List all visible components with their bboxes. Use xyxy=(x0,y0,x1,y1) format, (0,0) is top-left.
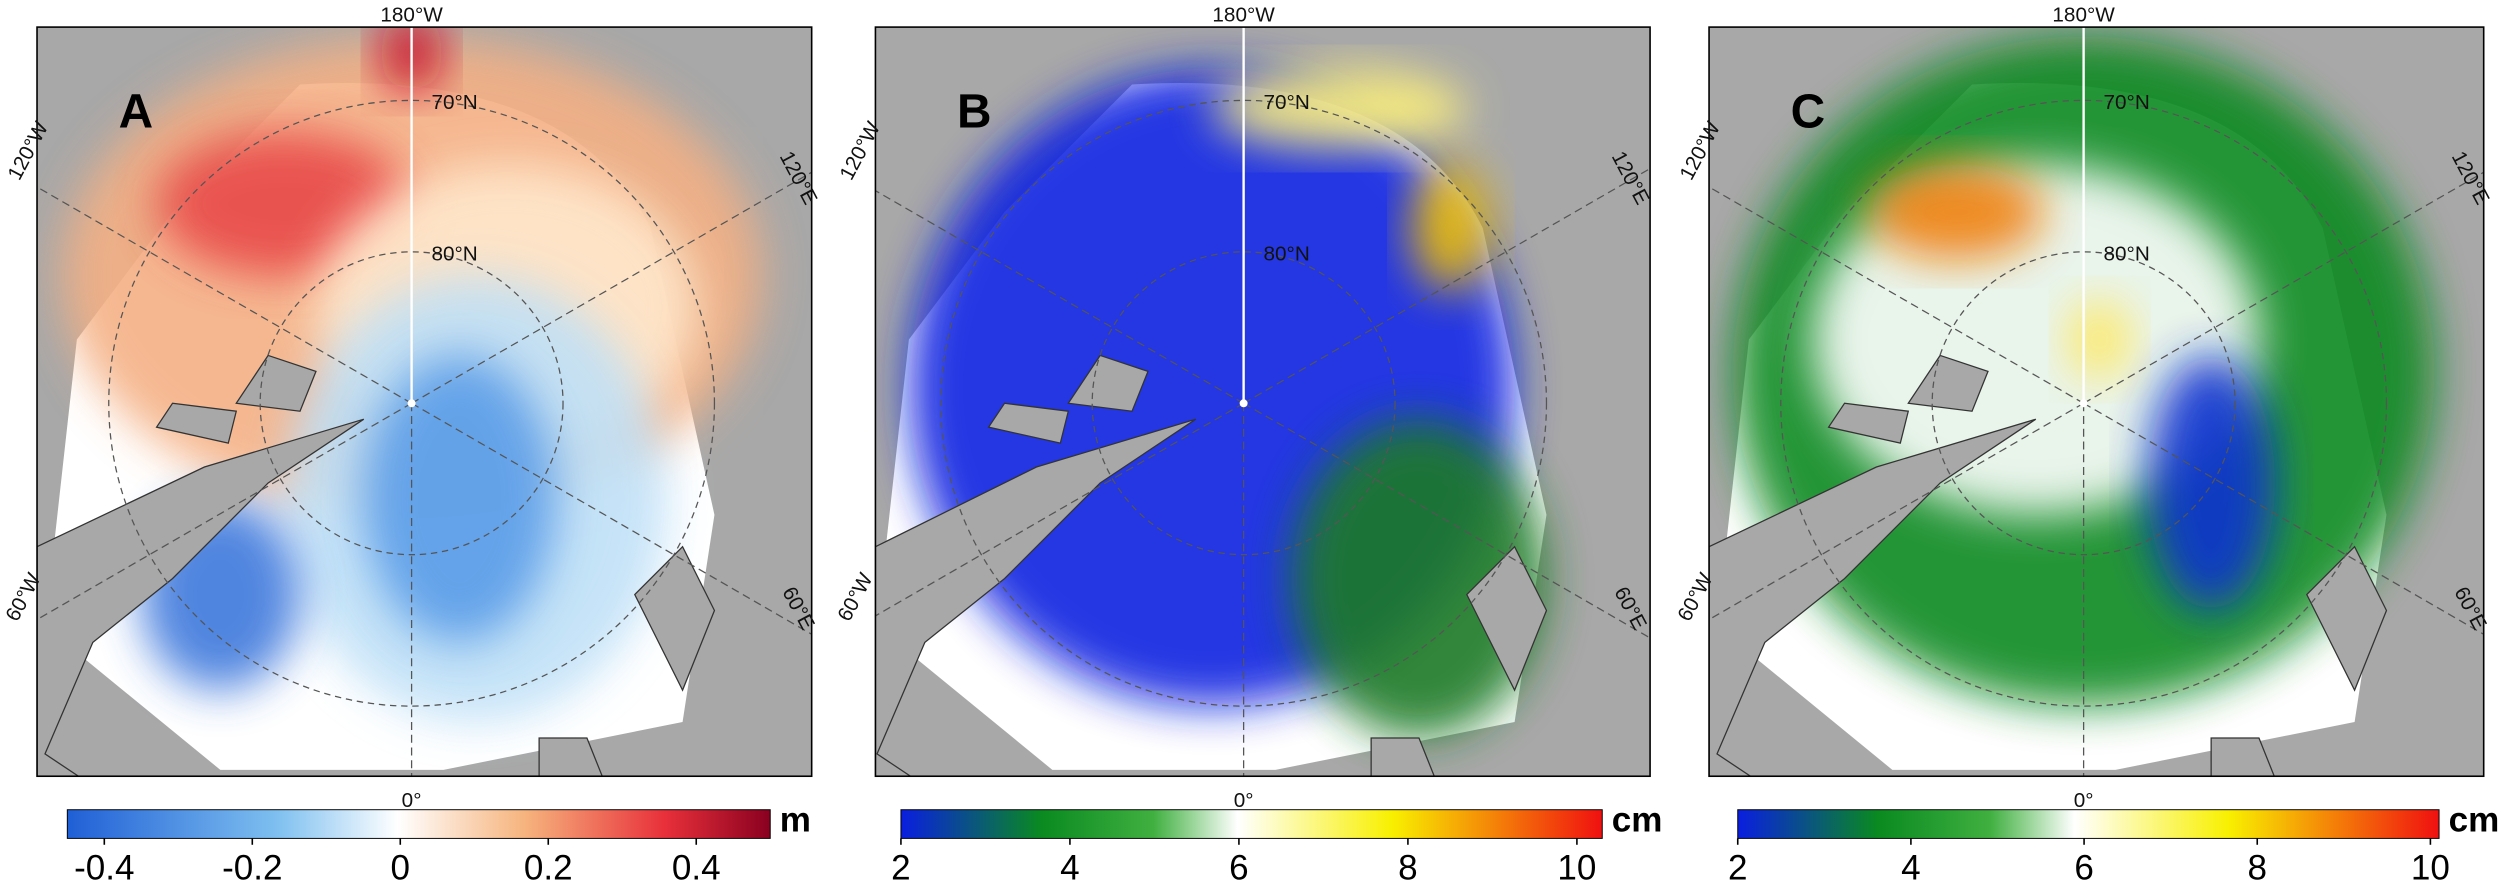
meridian xyxy=(411,171,812,404)
graticule-label: 70°N xyxy=(2104,91,2150,114)
meridian xyxy=(1709,186,2084,404)
greenland xyxy=(37,418,365,777)
graticule-label: 180°W xyxy=(1212,3,1275,26)
graticule-label: 60°W xyxy=(833,569,877,625)
colorbar-tick-label: 4 xyxy=(1901,849,1921,888)
map xyxy=(1709,27,2484,777)
field xyxy=(1291,419,1547,738)
graticule-label: 70°N xyxy=(1264,91,1310,114)
colorbar-unit: m xyxy=(780,801,811,840)
field xyxy=(2147,355,2275,611)
field xyxy=(1211,68,1467,149)
colorbar-tick-label: -0.2 xyxy=(222,849,282,888)
map xyxy=(37,27,812,777)
frame xyxy=(36,26,813,778)
greenland xyxy=(875,418,1197,777)
graticule-label: 0° xyxy=(2074,789,2094,812)
pole xyxy=(1239,399,1248,408)
graticule-label: 0° xyxy=(402,789,422,812)
colorbar-unit: cm xyxy=(2449,801,2500,840)
colorbar-tick-label: 10 xyxy=(2411,849,2450,888)
lat-circle xyxy=(259,251,564,556)
colorbar-tick-label: 8 xyxy=(2247,849,2267,888)
field xyxy=(1868,164,2044,260)
lat-circle xyxy=(1780,99,2388,707)
pole xyxy=(407,399,416,408)
colorbar-tick-label: 0 xyxy=(391,849,410,888)
greenland xyxy=(1709,418,2037,777)
frame xyxy=(1708,26,2485,778)
graticule-label: 80°N xyxy=(2104,242,2150,265)
graticule-label: 0° xyxy=(1234,789,1254,812)
panel-label: C xyxy=(1791,85,1826,138)
lat-circle xyxy=(108,99,716,707)
meridian xyxy=(2083,171,2484,404)
colorbar-tick-label: 6 xyxy=(1229,849,1249,888)
field xyxy=(2067,299,2132,380)
colorbar xyxy=(1737,809,2440,839)
field xyxy=(363,355,556,643)
colorbar-tick-label: 8 xyxy=(1398,849,1418,888)
graticule-label: 180°W xyxy=(2052,3,2115,26)
lat-circle xyxy=(1931,251,2236,556)
colorbar-tick-label: 2 xyxy=(891,849,911,888)
islands xyxy=(987,354,1548,777)
islands xyxy=(1827,354,2388,777)
graticule-label: 80°N xyxy=(431,242,477,265)
graticule-label: 70°N xyxy=(431,91,477,114)
colorbar-tick-label: 0.2 xyxy=(524,849,573,888)
lat-circle xyxy=(1091,251,1396,556)
meridian xyxy=(2083,402,2484,635)
graticule-label: 180°W xyxy=(380,3,443,26)
frame xyxy=(874,26,1651,778)
panel-label: B xyxy=(957,85,992,138)
meridian xyxy=(37,402,412,621)
pole xyxy=(2079,399,2088,408)
islands xyxy=(155,354,716,777)
colorbar xyxy=(900,809,1603,839)
meridian xyxy=(1709,402,2084,621)
colorbar-unit: cm xyxy=(1612,801,1663,840)
colorbar-tick-label: 10 xyxy=(1557,849,1596,888)
lat-circle xyxy=(940,99,1548,707)
colorbar-tick-label: 0.4 xyxy=(672,849,721,888)
meridian xyxy=(37,186,412,404)
field xyxy=(1410,164,1491,292)
meridian xyxy=(1243,167,1651,404)
meridian xyxy=(1243,402,1651,639)
colorbar-tick-label: -0.4 xyxy=(74,849,134,888)
meridian xyxy=(411,402,812,635)
map xyxy=(875,27,1651,777)
colorbar xyxy=(66,809,771,839)
colorbar-tick-label: 6 xyxy=(2074,849,2094,888)
panel-label: A xyxy=(119,85,154,138)
colorbar-tick-label: 2 xyxy=(1728,849,1748,888)
graticule-label: 80°N xyxy=(1264,242,1310,265)
colorbar-tick-label: 4 xyxy=(1060,849,1080,888)
